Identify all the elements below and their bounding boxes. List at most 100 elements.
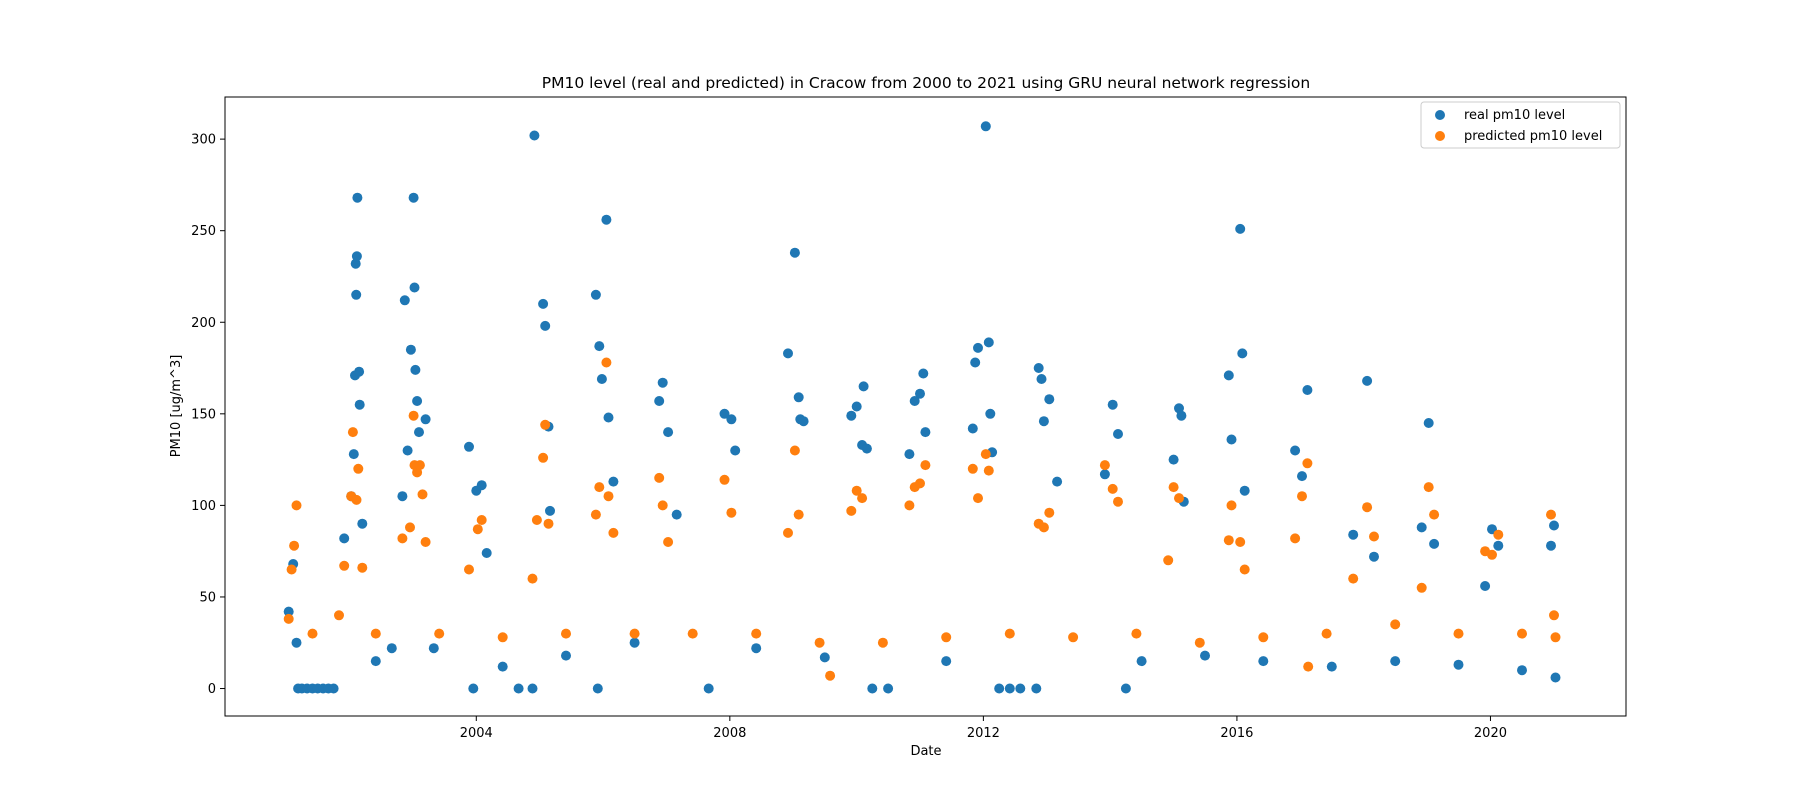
real-point [412,396,423,406]
real-point [399,295,410,306]
real-point [370,656,381,667]
real-point [1348,529,1359,540]
real-point [920,427,931,438]
real-point [941,656,952,667]
real-point [1429,538,1440,549]
real-point [481,548,492,558]
real-point [410,364,421,375]
predicted-point [973,493,983,504]
real-point [397,491,408,502]
predicted-point [1549,610,1559,621]
predicted-point [1223,535,1234,546]
real-point [351,251,362,262]
real-point [414,427,424,438]
real-point [1546,540,1556,551]
real-point [783,348,793,359]
real-point [1107,399,1118,410]
real-point [1549,520,1559,531]
legend-label-predicted: predicted pm10 level [1464,129,1602,144]
predicted-point [601,357,612,368]
predicted-point [353,463,364,474]
real-point [719,408,730,419]
predicted-point [1235,537,1246,547]
predicted-point [687,628,698,639]
predicted-point [663,537,674,547]
predicted-point [793,509,804,520]
predicted-point [347,427,358,438]
real-point [1390,656,1401,667]
data-points [283,121,1561,694]
real-point [1226,434,1237,445]
series-predicted [283,357,1561,681]
predicted-point [1099,460,1110,471]
real-point [529,130,540,141]
real-point [420,414,431,425]
real-point [1297,471,1307,482]
predicted-point [920,460,931,471]
predicted-point [1369,531,1379,542]
real-point [464,441,474,452]
real-point [1015,683,1026,694]
real-point [793,392,804,403]
predicted-point [1113,496,1123,507]
predicted-point [1493,529,1504,540]
predicted-point [789,445,800,456]
predicted-point [904,500,915,511]
real-point [1168,454,1179,465]
y-tick-label: 250 [191,224,216,239]
predicted-point [915,478,925,489]
predicted-point [561,628,571,639]
real-point [973,342,983,353]
real-point [291,637,302,648]
real-point [703,683,714,694]
real-point [629,637,640,648]
predicted-point [1174,493,1184,504]
real-point [798,416,809,427]
real-point [538,298,549,309]
predicted-point [751,628,762,639]
predicted-point [1068,632,1079,643]
real-point [1258,656,1269,667]
predicted-point [527,573,538,584]
real-point [861,443,872,454]
predicted-point [1168,482,1179,493]
predicted-point [420,537,431,547]
chart-title: PM10 level (real and predicted) in Craco… [542,74,1310,92]
predicted-point [608,527,619,538]
real-point [909,396,920,406]
predicted-point [1429,509,1440,520]
real-point [867,683,878,694]
x-tick-label: 2012 [967,726,1000,741]
real-point [985,408,996,419]
x-tick-label: 2008 [713,726,746,741]
real-point [357,518,368,529]
predicted-point [1044,507,1055,518]
predicted-point [405,522,415,533]
predicted-point [434,628,445,639]
real-point [1550,672,1561,683]
predicted-point [1163,555,1174,566]
x-tick-label: 2020 [1474,726,1507,741]
y-tick-label: 150 [191,407,216,422]
predicted-point [351,494,362,505]
y-tick-label: 0 [208,682,216,697]
predicted-point [339,560,350,571]
real-point [1052,476,1063,487]
real-point [819,652,830,663]
predicted-point [719,474,730,485]
real-point [428,643,439,654]
real-point [1044,394,1055,405]
real-point [1033,363,1044,373]
y-axis-ticks: 0 50 100 150 200 250 300 [191,133,225,697]
real-point [348,449,359,460]
predicted-point [286,564,297,575]
predicted-point [980,449,991,460]
real-point [983,337,994,348]
real-point [858,381,869,392]
real-point [1237,348,1248,359]
real-point [601,214,612,225]
predicted-point [1290,533,1301,544]
legend: real pm10 level predicted pm10 level [1420,101,1621,149]
x-tick-label: 2004 [460,726,493,741]
real-point [608,476,619,487]
